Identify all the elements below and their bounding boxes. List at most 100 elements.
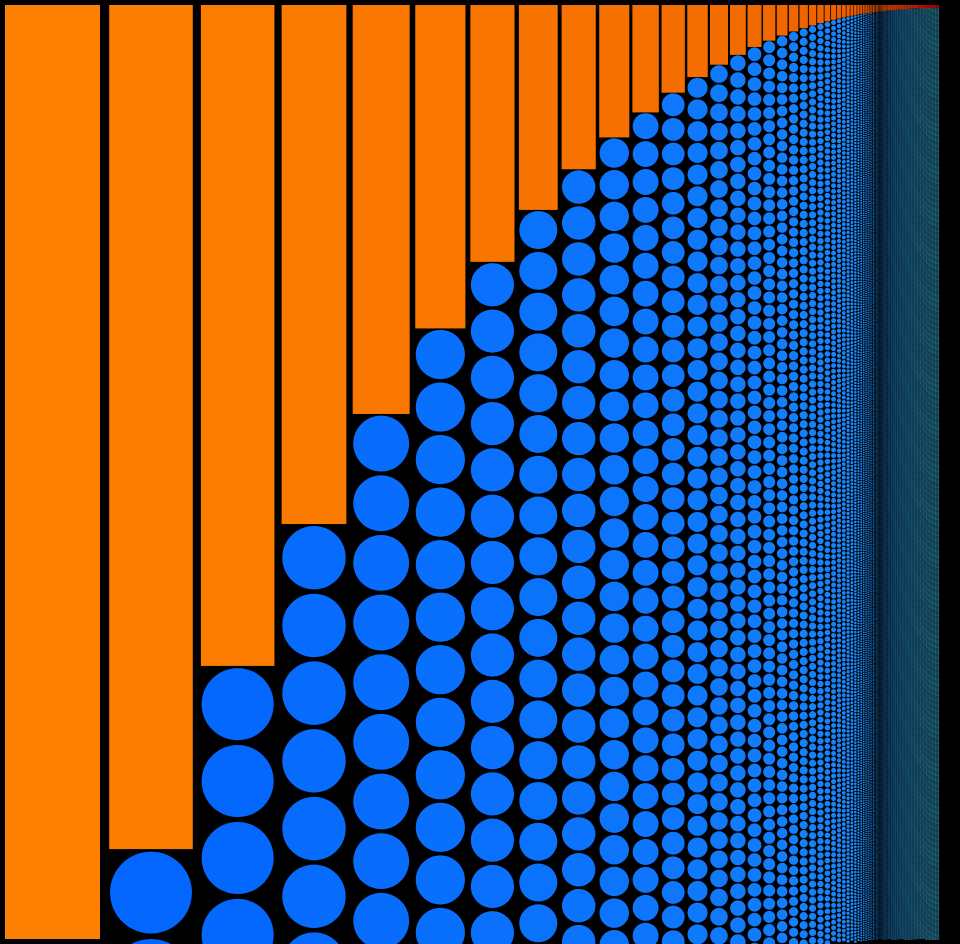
circle-dot [809, 687, 816, 694]
circle-dot [763, 120, 775, 132]
circle-dot [825, 193, 831, 199]
circle-dot [730, 191, 746, 207]
circle-dot [633, 169, 659, 195]
circle-dot [837, 424, 841, 428]
circle-dot [763, 832, 775, 844]
circle-dot [837, 299, 841, 303]
circle-dot [777, 350, 788, 361]
circle-dot [825, 788, 831, 794]
bar-column [917, 5, 918, 8]
bar-column [662, 5, 685, 93]
circle-dot [789, 763, 798, 772]
circle-dot [633, 560, 659, 586]
circle-dot [662, 266, 685, 289]
circle-dot [763, 133, 775, 145]
circle-dot [748, 644, 762, 658]
circle-dot [777, 781, 788, 792]
circle-dot [789, 670, 798, 679]
circle-dot [831, 768, 836, 773]
circle-dot [809, 518, 816, 525]
circle-dot [837, 414, 841, 418]
circle-dot [809, 26, 816, 33]
circle-dot [837, 359, 841, 363]
circle-dot [817, 616, 823, 622]
bar-column [920, 5, 921, 8]
circle-dot [763, 344, 775, 356]
circle-dot [789, 403, 798, 412]
circle-dot [817, 852, 823, 858]
circle-dot [710, 793, 728, 811]
circle-dot [688, 99, 708, 119]
circle-dot [831, 31, 836, 36]
circle-dot [777, 444, 788, 455]
circle-dot [710, 353, 728, 371]
circle-dot [748, 450, 762, 464]
circle-dot [777, 269, 788, 280]
circle-dot [730, 613, 746, 629]
circle-dot [809, 655, 816, 662]
circle-dot [825, 668, 831, 674]
circle-dot [817, 524, 823, 530]
circle-dot [837, 349, 841, 353]
circle-dot [809, 300, 816, 307]
circle-dot [600, 677, 629, 706]
circle-dot [800, 356, 808, 364]
circle-dot [817, 516, 823, 522]
circle-dot [688, 490, 708, 510]
circle-dot [800, 229, 808, 237]
circle-dot [777, 746, 788, 757]
bar-column [911, 5, 912, 9]
circle-dot [825, 528, 831, 534]
circle-dot [831, 60, 836, 65]
circle-dot [763, 160, 775, 172]
circle-dot [763, 687, 775, 699]
circle-dot [831, 318, 836, 323]
circle-dot [817, 681, 823, 687]
circle-dot [688, 642, 708, 662]
bar-column [876, 5, 877, 12]
bar-column [109, 5, 193, 849]
bar-column [919, 5, 920, 8]
circle-dot [831, 459, 836, 464]
circle-dot [789, 567, 798, 576]
circle-dot [562, 278, 595, 311]
circle-dot [730, 664, 746, 680]
circle-dot [817, 352, 823, 358]
circle-dot [825, 28, 831, 34]
circle-dot [763, 845, 775, 857]
circle-dot [800, 812, 808, 820]
circle-dot [748, 570, 762, 584]
circle-dot [800, 921, 808, 929]
circle-dot [353, 535, 409, 591]
circle-dot [730, 343, 746, 359]
circle-dot [662, 290, 685, 313]
circle-dot [831, 577, 836, 582]
circle-dot [831, 189, 836, 194]
circle-dot [825, 775, 831, 781]
circle-dot [831, 431, 836, 436]
circle-dot [831, 678, 836, 683]
circle-dot [688, 794, 708, 814]
circle-dot [763, 331, 775, 343]
circle-dot [662, 536, 685, 559]
circle-dot [825, 212, 831, 218]
circle-dot [825, 123, 831, 129]
circle-dot [831, 655, 836, 660]
bar-column [907, 5, 908, 9]
bar-column [905, 5, 906, 9]
circle-dot [831, 504, 836, 509]
circle-dot [837, 154, 841, 158]
circle-dot [777, 688, 788, 699]
circle-dot [809, 647, 816, 654]
circle-dot [763, 871, 775, 883]
circle-dot [831, 785, 836, 790]
circle-dot [809, 751, 816, 758]
bar-column [921, 5, 922, 8]
circle-dot [633, 867, 659, 893]
circle-dot [688, 599, 708, 619]
circle-dot [282, 797, 345, 860]
circle-dot [800, 29, 808, 37]
bar-column [800, 5, 808, 28]
circle-dot [817, 388, 823, 394]
circle-dot [825, 79, 831, 85]
